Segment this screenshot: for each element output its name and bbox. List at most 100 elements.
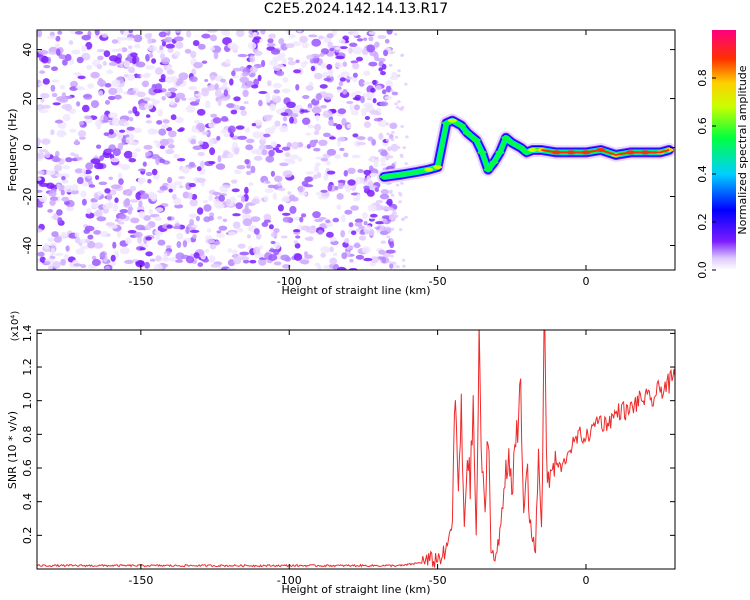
noise-blob xyxy=(102,61,107,66)
noise-blob xyxy=(75,86,84,89)
noise-blob xyxy=(159,145,165,149)
noise-blob xyxy=(231,188,240,193)
noise-blob xyxy=(302,95,310,99)
noise-blob xyxy=(122,189,128,195)
noise-blob xyxy=(193,120,200,124)
noise-blob xyxy=(166,245,172,249)
noise-blob xyxy=(382,218,388,224)
snr-panel: -150 -100 -50 0 0.2 0.4 0.6 0.8 1.0 1.2 1.4 Heigh… xyxy=(6,311,676,596)
noise-blob xyxy=(90,100,100,109)
noise-blob xyxy=(93,242,104,249)
noise-blob xyxy=(144,224,152,231)
noise-blob xyxy=(74,139,79,146)
noise-blob xyxy=(299,216,304,223)
noise-blob xyxy=(77,130,87,138)
noise-blob xyxy=(319,84,328,89)
noise-blob xyxy=(51,66,58,71)
track-point xyxy=(456,123,466,128)
noise-blob xyxy=(166,69,175,75)
noise-blob xyxy=(394,135,399,139)
noise-blob xyxy=(114,94,122,100)
noise-blob xyxy=(354,222,363,227)
noise-blob xyxy=(401,258,406,262)
snr-x-axis: -150 -100 -50 0 xyxy=(128,330,589,587)
noise-blob xyxy=(305,85,314,91)
noise-blob xyxy=(157,239,166,246)
noise-blob xyxy=(218,194,225,202)
noise-blob xyxy=(141,80,150,88)
noise-blob xyxy=(197,43,206,50)
noise-blob xyxy=(88,184,96,188)
noise-blob xyxy=(380,150,388,157)
noise-blob xyxy=(50,129,55,136)
noise-blob xyxy=(301,42,309,49)
noise-blob xyxy=(176,232,184,240)
noise-blob xyxy=(379,205,390,211)
noise-blob xyxy=(173,181,183,186)
noise-blob xyxy=(374,41,380,48)
noise-blob xyxy=(61,179,69,184)
noise-blob xyxy=(147,178,152,184)
noise-blob xyxy=(96,49,106,53)
noise-blob xyxy=(100,230,109,238)
noise-blob xyxy=(311,106,322,114)
noise-blob xyxy=(223,89,229,97)
noise-blob xyxy=(41,245,51,253)
noise-blob xyxy=(242,259,250,264)
noise-blob xyxy=(216,233,225,238)
noise-blob xyxy=(137,168,146,172)
noise-blob xyxy=(117,48,123,52)
noise-blob xyxy=(287,60,297,66)
spectrogram-y-tick-label: -20 xyxy=(21,188,34,206)
noise-blob xyxy=(176,241,182,248)
noise-blob xyxy=(127,73,135,81)
noise-blob xyxy=(258,91,268,94)
noise-blob xyxy=(285,43,295,49)
noise-blob xyxy=(300,61,307,68)
noise-blob xyxy=(244,159,250,165)
noise-blob xyxy=(83,115,92,120)
noise-blob xyxy=(65,206,75,212)
noise-blob xyxy=(402,146,407,150)
noise-blob xyxy=(395,214,399,218)
noise-blob xyxy=(320,62,327,69)
noise-blob xyxy=(342,90,347,95)
noise-blob xyxy=(56,183,61,189)
noise-blob xyxy=(167,48,174,53)
noise-blob xyxy=(263,219,271,223)
noise-blob xyxy=(96,64,103,70)
noise-blob xyxy=(154,230,161,235)
noise-blob xyxy=(217,155,222,163)
noise-blob xyxy=(110,157,120,163)
noise-blob xyxy=(162,119,170,124)
noise-blob xyxy=(399,107,404,111)
noise-blob xyxy=(320,252,327,258)
noise-blob xyxy=(237,135,248,140)
noise-blob xyxy=(57,217,63,224)
noise-blob xyxy=(286,142,292,148)
noise-blob xyxy=(116,230,122,238)
noise-blob xyxy=(63,254,69,260)
noise-blob xyxy=(223,150,229,156)
noise-blob xyxy=(173,197,182,206)
noise-blob xyxy=(174,116,184,124)
noise-blob xyxy=(394,102,398,106)
noise-blob xyxy=(227,128,233,134)
noise-blob xyxy=(295,235,301,239)
noise-blob xyxy=(352,133,359,138)
noise-blob xyxy=(192,234,197,239)
noise-blob xyxy=(128,117,134,122)
noise-blob xyxy=(264,195,269,202)
noise-blob xyxy=(249,55,256,63)
noise-blob xyxy=(208,194,214,202)
noise-blob xyxy=(337,179,346,183)
noise-blob xyxy=(225,198,231,206)
noise-blob xyxy=(378,67,384,72)
noise-blob xyxy=(37,251,45,257)
track-point xyxy=(424,167,434,172)
noise-blob xyxy=(270,170,275,177)
noise-blob xyxy=(235,30,245,37)
noise-blob xyxy=(352,62,359,70)
noise-blob xyxy=(87,240,96,249)
noise-blob xyxy=(261,59,266,68)
